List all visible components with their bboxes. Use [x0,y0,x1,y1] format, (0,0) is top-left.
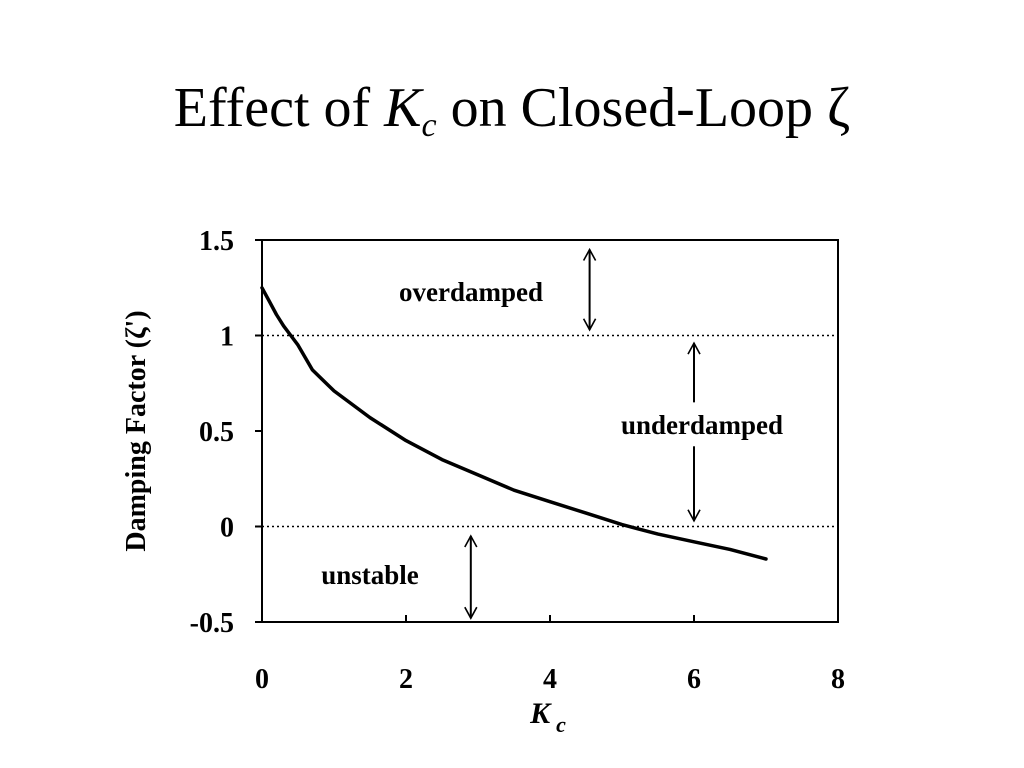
x-axis-label-subscript: c [556,712,566,737]
x-tick-label: 0 [255,664,269,695]
x-tick-label: 8 [831,664,845,695]
slide-title: Effect of Kc on Closed-Loop ζ [0,76,1024,143]
y-axis-label: Damping Factor (ζ') [121,310,152,551]
x-axis-label-symbol: K [529,697,552,730]
y-tick-label: 0.5 [199,417,234,448]
title-symbol: K [384,77,422,139]
title-suffix: on Closed-Loop ζ [436,77,851,139]
title-prefix: Effect of [173,77,385,139]
annotation-label: overdamped [399,277,543,307]
annotation-label: unstable [321,560,419,590]
y-tick-label: 0 [220,513,234,544]
title-subscript: c [421,107,437,144]
x-tick-label: 2 [399,664,413,695]
annotation-label: underdamped [621,410,783,440]
x-tick-label: 4 [543,664,557,695]
x-tick-label: 6 [687,664,701,695]
y-tick-label: -0.5 [190,608,234,639]
series-line [260,286,768,561]
y-tick-label: 1.5 [199,226,234,257]
y-tick-label: 1 [220,322,234,353]
